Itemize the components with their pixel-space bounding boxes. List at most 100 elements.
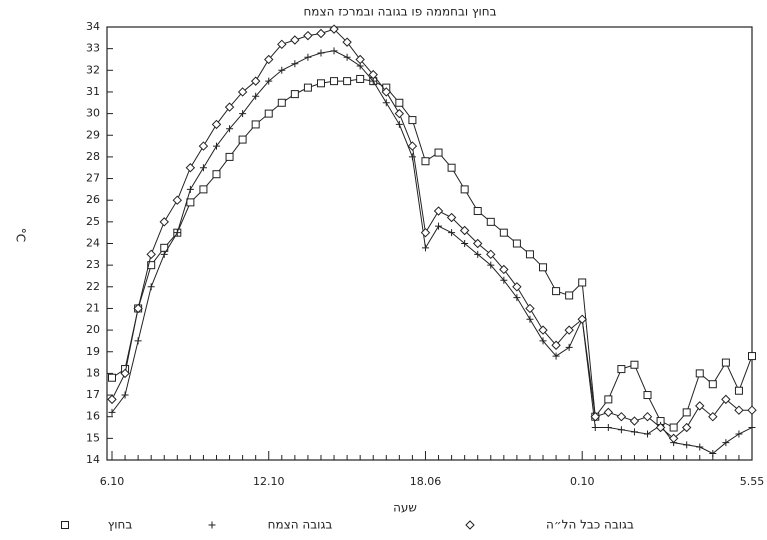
data-point [198, 141, 209, 151]
data-point [160, 250, 168, 258]
series-line [111, 50, 753, 455]
data-point [121, 391, 129, 399]
data-point [408, 153, 416, 161]
y-tick-label: 15 [86, 431, 100, 444]
series-line [111, 28, 752, 439]
data-point [252, 92, 260, 100]
y-tick-label: 20 [86, 323, 100, 336]
data-point [434, 148, 443, 157]
y-tick-label: 32 [86, 63, 100, 76]
data-point [642, 411, 653, 422]
data-point [448, 229, 456, 237]
data-point [408, 116, 417, 125]
y-tick-label: 16 [86, 410, 100, 423]
data-point [421, 244, 429, 252]
data-point [355, 54, 365, 65]
data-point [278, 66, 286, 74]
data-point [578, 278, 587, 287]
legend-label: בחוץ [108, 518, 133, 532]
data-point [616, 411, 627, 422]
data-point [107, 394, 117, 405]
legend-label: בגובה כבל הל״ה [546, 518, 634, 532]
data-point [108, 408, 116, 416]
data-point [290, 90, 299, 99]
data-point [381, 87, 391, 97]
data-point [708, 380, 717, 389]
y-tick-label: 14 [86, 453, 100, 466]
y-tick-label: 23 [86, 258, 100, 271]
data-point [709, 450, 717, 458]
data-point [108, 373, 116, 382]
y-tick-label: 29 [86, 128, 100, 141]
data-point [290, 35, 300, 45]
data-point [433, 206, 444, 216]
data-point [447, 163, 456, 172]
data-point [708, 411, 718, 422]
data-point [590, 411, 600, 422]
plot-frame [106, 26, 753, 461]
data-point [551, 340, 561, 350]
data-point [525, 250, 534, 259]
data-point [133, 303, 143, 314]
data-point [499, 228, 508, 237]
data-point [303, 30, 313, 41]
data-point [552, 287, 561, 296]
y-tick-label: 28 [86, 150, 100, 163]
y-tick-label: 27 [86, 172, 100, 185]
data-point [264, 109, 273, 118]
data-point [461, 240, 469, 247]
data-point [199, 164, 207, 172]
y-axis-label: °C [14, 228, 28, 242]
data-point [342, 37, 352, 47]
data-point [655, 422, 666, 433]
data-point [512, 282, 522, 292]
y-tick-label: 30 [86, 107, 100, 120]
data-point [343, 53, 351, 61]
data-point [173, 229, 181, 237]
data-point [486, 217, 495, 226]
data-point [721, 394, 731, 405]
data-point [487, 261, 495, 269]
x-tick-label: 12.10 [253, 475, 285, 488]
data-point [747, 405, 757, 415]
data-point [552, 352, 560, 360]
legend-marker [208, 521, 216, 529]
data-point [251, 120, 260, 129]
data-point [395, 98, 404, 107]
data-point [186, 185, 194, 193]
chart-title: בחוץ ובחממה פו בגובה ובמרכז הצמח [303, 5, 496, 19]
data-point [211, 119, 222, 130]
y-tick-label: 18 [86, 366, 100, 379]
data-point [735, 430, 743, 438]
data-point [159, 217, 169, 227]
data-point [643, 391, 652, 400]
data-point [668, 433, 679, 444]
data-point [617, 365, 626, 374]
data-point [682, 408, 691, 417]
data-point [446, 212, 457, 223]
data-point [565, 291, 574, 300]
data-point [577, 314, 587, 324]
y-tick-label: 33 [86, 42, 100, 55]
data-point [473, 238, 483, 249]
data-point [696, 443, 704, 451]
y-tick-label: 26 [86, 193, 100, 206]
legend-label: בגובה הצמח [268, 518, 333, 532]
data-point [538, 325, 548, 335]
data-point [500, 276, 508, 284]
data-point [394, 108, 405, 119]
data-point [172, 195, 183, 205]
data-point [734, 386, 743, 395]
data-point [134, 337, 142, 345]
data-point [329, 24, 339, 34]
data-point [238, 135, 247, 144]
data-point [277, 39, 287, 50]
data-point [146, 249, 156, 260]
data-point [748, 424, 756, 432]
y-tick-label: 22 [86, 280, 100, 293]
data-point [604, 424, 612, 432]
data-point [617, 426, 625, 434]
data-point [147, 283, 155, 291]
data-point [591, 424, 599, 432]
